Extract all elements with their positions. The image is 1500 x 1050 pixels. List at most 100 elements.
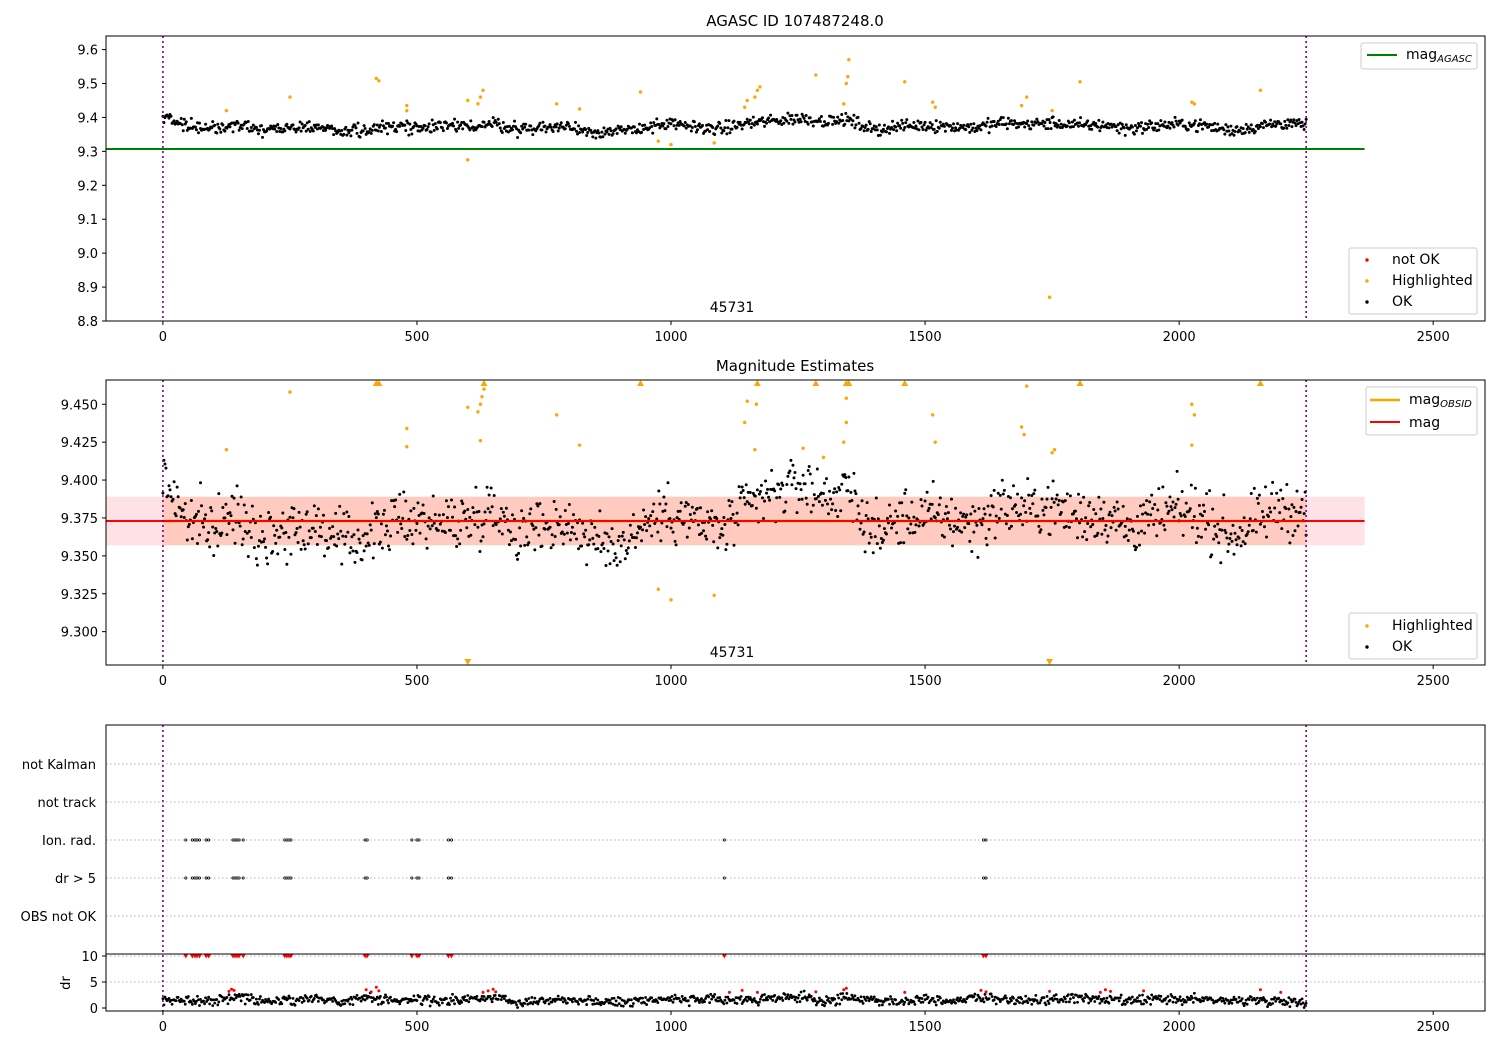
ok-point xyxy=(370,501,374,505)
dr-point xyxy=(254,997,258,1001)
dr-point xyxy=(630,1004,634,1008)
ok-point xyxy=(554,507,558,511)
ok-point xyxy=(592,542,596,546)
ok-point xyxy=(196,131,200,135)
dr-point xyxy=(174,999,178,1003)
ok-point xyxy=(1115,500,1119,504)
dr-point xyxy=(673,993,677,997)
ok-point xyxy=(1223,132,1227,136)
dr-point xyxy=(835,1002,839,1005)
ok-point xyxy=(1097,118,1101,122)
dr-point xyxy=(732,998,736,1002)
ok-point xyxy=(1156,508,1160,512)
ok-point xyxy=(840,482,844,486)
dr-point xyxy=(556,994,560,998)
dr-point xyxy=(598,1001,602,1004)
ok-point xyxy=(839,509,843,513)
ok-point xyxy=(558,123,562,127)
ok-point xyxy=(313,125,317,129)
ok-point xyxy=(742,496,746,500)
ok-point xyxy=(739,491,743,495)
ok-point xyxy=(392,121,396,125)
ok-point xyxy=(793,120,797,124)
ok-point xyxy=(827,121,831,125)
highlighted-point xyxy=(933,440,937,444)
ok-point xyxy=(357,537,361,541)
ok-point xyxy=(1059,510,1063,514)
ok-point xyxy=(486,507,490,511)
ok-point xyxy=(657,489,661,493)
dr-point xyxy=(1140,1002,1143,1006)
ok-point xyxy=(674,543,678,547)
ok-point xyxy=(1170,508,1174,512)
ok-point xyxy=(577,124,581,128)
ok-point xyxy=(172,480,176,484)
dr-point xyxy=(194,1002,197,1006)
ok-point xyxy=(997,516,1001,520)
ok-point xyxy=(534,526,538,530)
flag-marker xyxy=(984,876,988,880)
ok-point xyxy=(1157,487,1161,491)
ok-point xyxy=(540,544,544,548)
ok-point xyxy=(584,127,588,131)
ok-point xyxy=(1004,122,1008,126)
dr-point xyxy=(838,1002,842,1006)
dr-point xyxy=(1073,1001,1076,1005)
ok-point xyxy=(1101,516,1105,520)
ok-point xyxy=(185,128,189,132)
ok-point xyxy=(372,123,376,127)
ok-point xyxy=(350,128,354,132)
ok-point xyxy=(790,483,794,487)
ok-point xyxy=(730,127,734,131)
ok-point xyxy=(1123,524,1127,528)
dr-point xyxy=(1118,996,1122,1000)
ok-point xyxy=(631,513,635,517)
ok-point xyxy=(271,550,275,554)
ok-point xyxy=(1207,125,1211,129)
y-tick-label: 9.400 xyxy=(61,474,98,489)
dr-point xyxy=(424,995,428,999)
flag-marker xyxy=(207,838,211,842)
dr-point xyxy=(621,1004,625,1008)
ok-point xyxy=(1048,121,1052,125)
ok-point xyxy=(296,540,300,544)
ok-point xyxy=(1105,540,1109,544)
ok-point xyxy=(540,128,544,132)
ok-point xyxy=(1223,528,1227,532)
ok-point xyxy=(1053,521,1057,525)
ok-point xyxy=(1292,118,1296,122)
dr-point xyxy=(246,993,250,997)
highlighted-point xyxy=(1078,80,1082,84)
ok-point xyxy=(755,488,759,492)
dr-point xyxy=(839,992,843,996)
x-tick-label: 2500 xyxy=(1417,1020,1450,1035)
ok-point xyxy=(207,531,211,535)
ok-point xyxy=(438,121,442,125)
ok-point xyxy=(815,467,819,471)
ok-point xyxy=(1124,123,1128,127)
legend-label-mag: mag xyxy=(1409,415,1440,431)
dr-point xyxy=(389,995,392,999)
ok-point xyxy=(1039,528,1043,532)
ok-point xyxy=(1098,517,1102,521)
legend-label-highlighted-2: Highlighted xyxy=(1392,618,1473,634)
ok-point xyxy=(820,503,824,507)
ok-point xyxy=(591,135,595,139)
dr-high-point xyxy=(374,985,378,989)
ok-point xyxy=(1196,534,1200,538)
ok-point xyxy=(690,505,694,509)
ok-point xyxy=(1222,128,1226,132)
ok-point xyxy=(979,128,983,132)
highlighted-point xyxy=(801,446,805,450)
dr-point xyxy=(880,1003,884,1007)
ok-point xyxy=(674,127,678,131)
ok-point xyxy=(311,526,315,530)
ok-point xyxy=(929,126,933,130)
ok-point xyxy=(344,534,348,538)
ok-point xyxy=(206,538,210,542)
dr-point xyxy=(952,998,955,1002)
ok-point xyxy=(1107,126,1111,130)
ok-point xyxy=(403,535,407,539)
dr-point xyxy=(541,997,545,1001)
ok-point xyxy=(425,127,429,131)
